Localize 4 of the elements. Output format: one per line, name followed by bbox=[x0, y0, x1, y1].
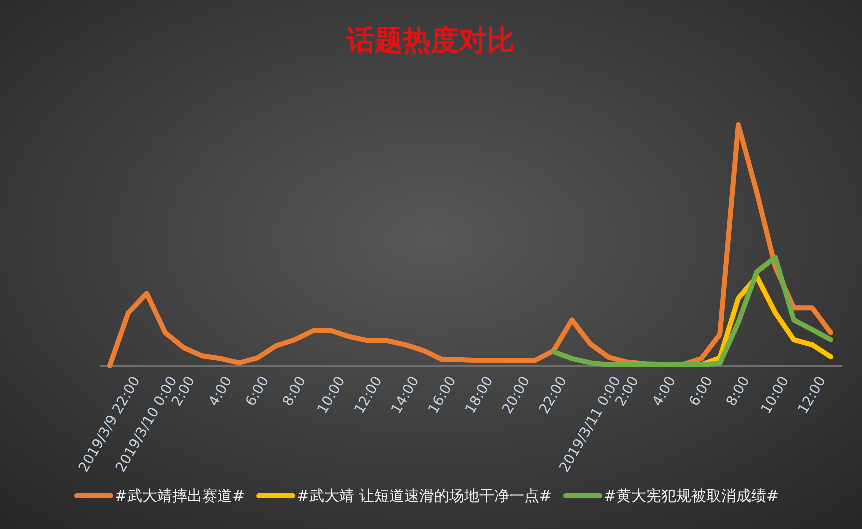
legend-label: #武大靖 让短道速滑的场地干净一点# bbox=[297, 487, 552, 505]
legend-label: #黄大宪犯规被取消成绩# bbox=[604, 487, 780, 505]
legend-label: #武大靖摔出赛道# bbox=[114, 487, 246, 505]
chart-title: 话题热度对比 bbox=[346, 24, 515, 57]
